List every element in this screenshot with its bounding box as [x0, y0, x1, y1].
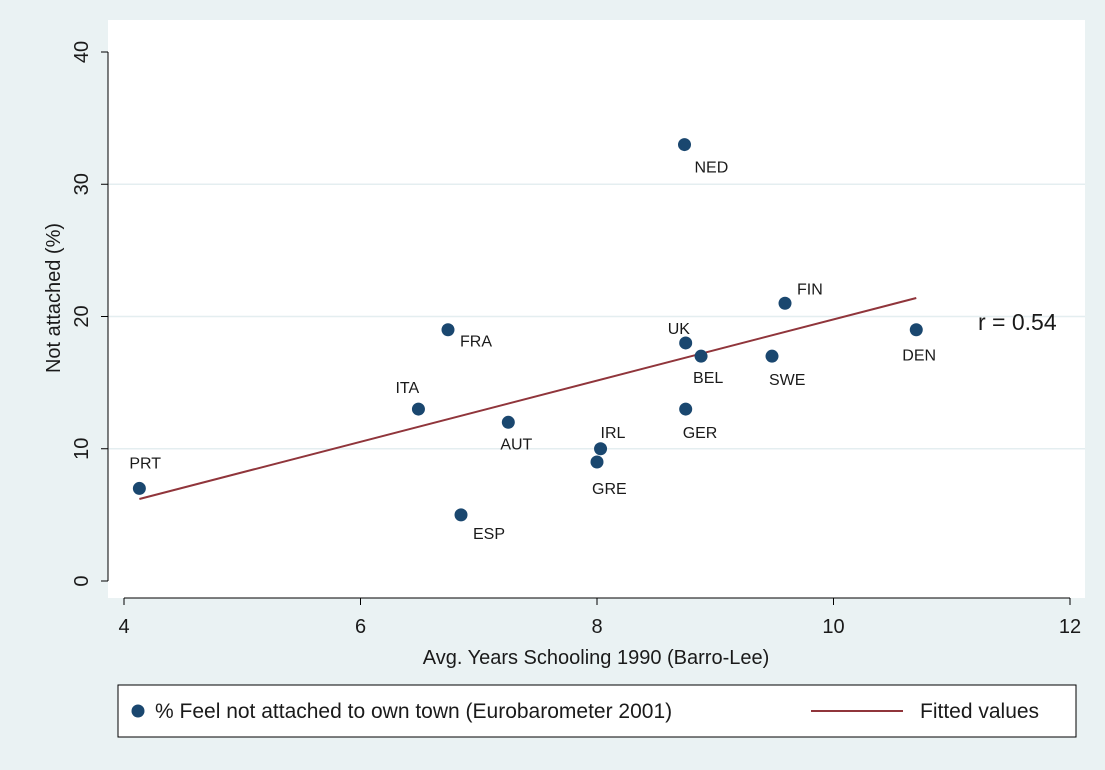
data-point	[411, 402, 425, 416]
point-label: BEL	[693, 370, 723, 387]
correlation-annotation: r = 0.54	[978, 309, 1057, 335]
legend-label: Fitted values	[920, 700, 1039, 723]
point-label: IRL	[601, 425, 626, 442]
data-point	[679, 402, 693, 416]
point-label: FIN	[797, 281, 823, 298]
point-label: GRE	[592, 481, 627, 498]
data-point	[694, 349, 708, 363]
y-tick-label: 0	[71, 575, 93, 586]
y-tick-label: 30	[71, 173, 93, 195]
data-point	[501, 415, 515, 429]
legend-box	[117, 684, 1077, 738]
point-label: SWE	[769, 372, 805, 389]
plot-area	[108, 20, 1085, 598]
point-label: UK	[668, 321, 691, 338]
legend-label: % Feel not attached to own town (Eurobar…	[155, 700, 672, 723]
data-point	[778, 296, 792, 310]
data-point	[132, 481, 146, 495]
legend-marker	[131, 704, 145, 718]
point-label: PRT	[129, 455, 161, 472]
data-point	[454, 508, 468, 522]
x-tick-label: 8	[591, 616, 602, 638]
data-point	[909, 323, 923, 337]
data-point	[678, 138, 692, 152]
data-point	[441, 323, 455, 337]
point-label: ESP	[473, 526, 505, 543]
x-axis-title: Avg. Years Schooling 1990 (Barro-Lee)	[423, 647, 770, 669]
x-tick-label: 4	[118, 616, 129, 638]
y-axis-title: Not attached (%)	[43, 223, 65, 373]
y-tick-label: 10	[71, 438, 93, 460]
data-point	[594, 442, 608, 456]
fitted-line	[139, 297, 917, 500]
point-label: DEN	[902, 348, 936, 365]
x-tick-label: 12	[1059, 616, 1081, 638]
x-tick-label: 6	[355, 616, 366, 638]
point-label: NED	[695, 160, 729, 177]
data-point	[765, 349, 779, 363]
point-label: ITA	[395, 380, 419, 397]
y-tick-label: 40	[71, 41, 93, 63]
data-point	[590, 455, 604, 469]
point-label: FRA	[460, 334, 492, 351]
x-tick-label: 10	[822, 616, 844, 638]
y-tick-label: 20	[71, 305, 93, 327]
point-label: AUT	[500, 436, 532, 453]
point-label: GER	[683, 425, 718, 442]
data-point	[679, 336, 693, 350]
